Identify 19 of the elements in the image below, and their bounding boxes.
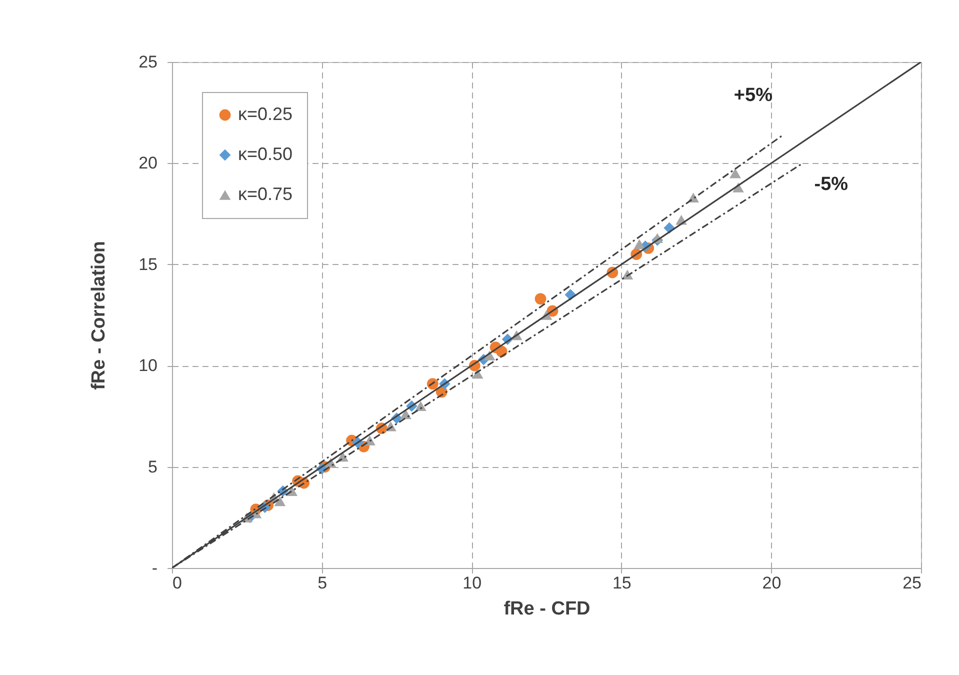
y-axis-title: fRe - Correlation (88, 241, 110, 390)
x-tick-label: 0 (172, 574, 182, 592)
x-tick-label: 5 (318, 574, 328, 592)
legend-label: κ=0.75 (238, 184, 293, 204)
y-tick-label: 5 (148, 457, 158, 476)
y-tick-label: 15 (138, 254, 158, 274)
legend-label: κ=0.50 (238, 144, 293, 164)
y-tick-label: 25 (138, 52, 158, 72)
y-tick-label: 10 (138, 356, 158, 376)
x-axis-title: fRe - CFD (504, 598, 590, 620)
x-tick-label: 25 (902, 574, 922, 592)
y-tick-label: - (152, 558, 158, 578)
annotation: +5% (734, 84, 773, 106)
y-tick-label: 20 (138, 154, 158, 173)
annotation: -5% (814, 174, 848, 196)
x-tick-label: 15 (612, 574, 632, 592)
legend-label: κ=0.25 (238, 104, 293, 124)
x-tick-label: 10 (462, 574, 482, 592)
x-tick-label: 20 (762, 574, 782, 592)
